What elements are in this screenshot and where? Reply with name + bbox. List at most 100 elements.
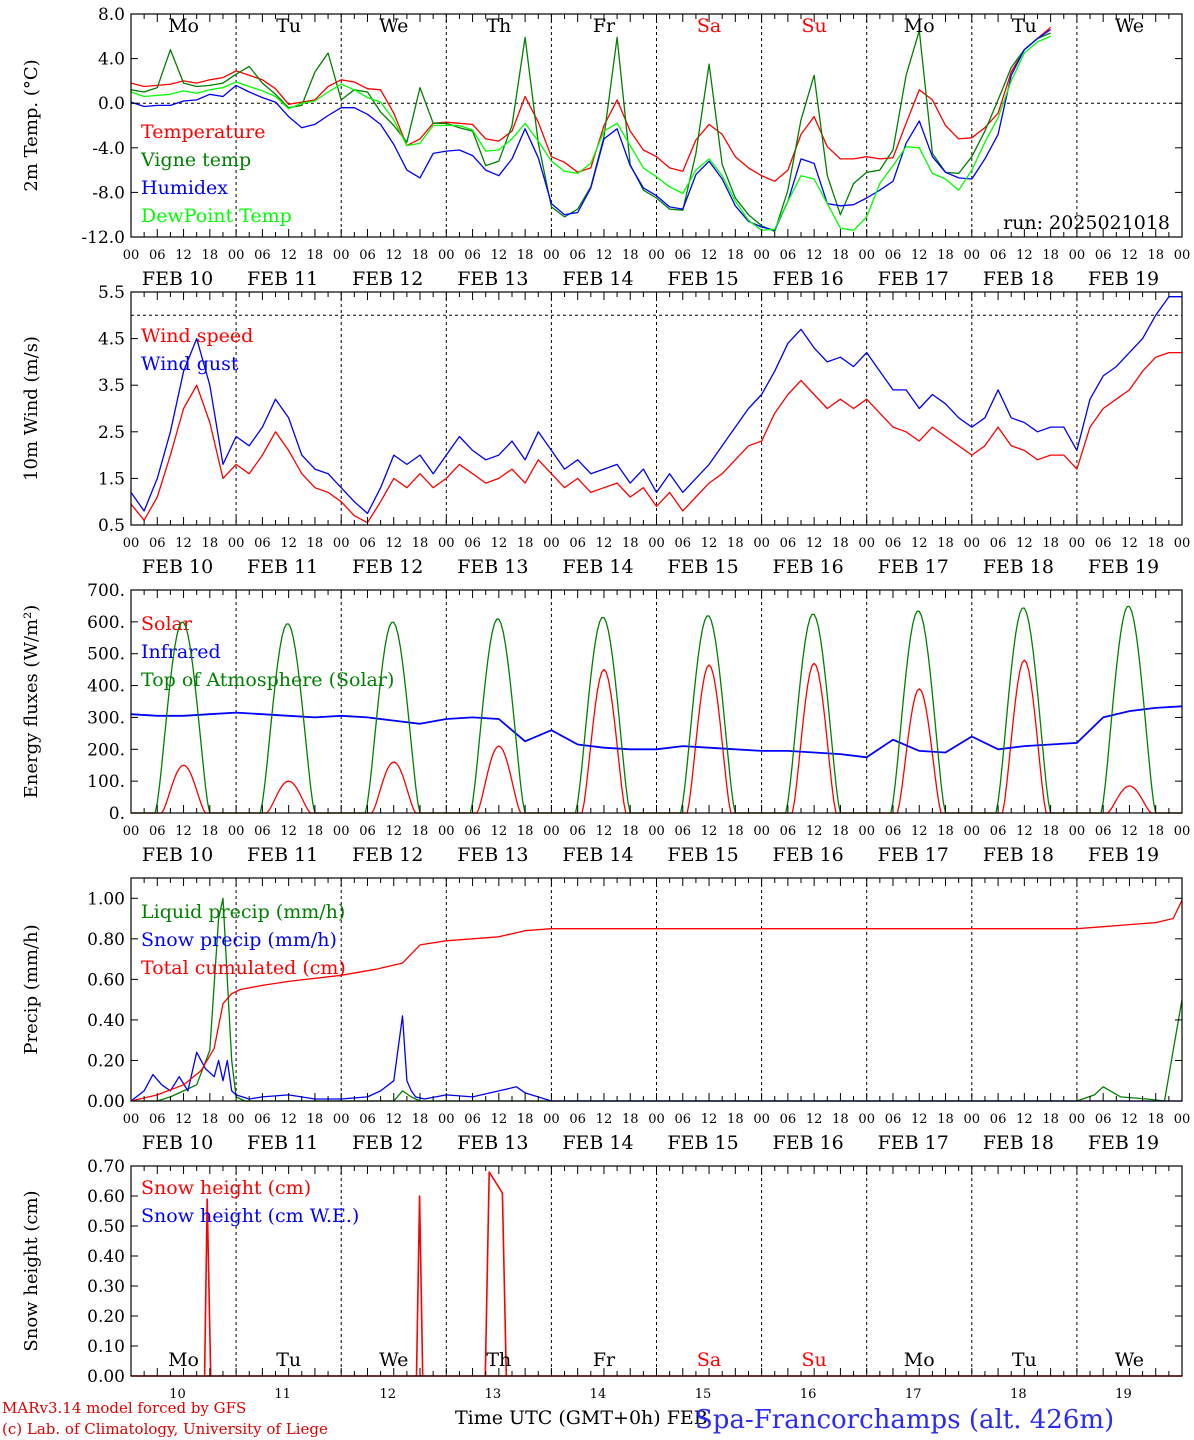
hour-tick-label: 00 xyxy=(858,248,875,263)
hour-tick-label: 12 xyxy=(806,1112,823,1127)
hour-tick-label: 06 xyxy=(569,824,586,839)
y-tick-label: -8.0 xyxy=(92,183,125,203)
date-label: FEB 16 xyxy=(773,268,844,290)
hour-tick-label: 00 xyxy=(1069,1112,1086,1127)
hour-tick-label: 18 xyxy=(412,536,429,551)
hour-tick-label: 18 xyxy=(412,1112,429,1127)
y-tick-label: 0.30 xyxy=(87,1277,125,1297)
date-label: FEB 14 xyxy=(562,844,633,866)
y-tick-label: 0.20 xyxy=(87,1051,125,1071)
y-tick-label: 600. xyxy=(87,613,125,633)
hour-tick-label: 12 xyxy=(596,248,613,263)
hour-tick-label: 18 xyxy=(832,824,849,839)
series-line-snow-height-cm- xyxy=(484,1171,508,1377)
hour-tick-label: 06 xyxy=(675,536,692,551)
date-label: FEB 17 xyxy=(878,556,949,578)
hour-tick-label: 18 xyxy=(622,248,639,263)
y-tick-label: 4.5 xyxy=(98,330,125,350)
hour-tick-label: 12 xyxy=(1016,248,1033,263)
weekday-label: Tu xyxy=(1012,1349,1037,1371)
hour-tick-label: 12 xyxy=(385,536,402,551)
date-label: FEB 15 xyxy=(667,556,738,578)
hour-tick-label: 18 xyxy=(307,1112,324,1127)
legend-entry: Top of Atmosphere (Solar) xyxy=(141,669,394,691)
panels: Temperature Vigne temp Humidex DewPoint Tem… xyxy=(21,5,1190,1402)
hour-tick-label: 18 xyxy=(1042,824,1059,839)
day-number-label: 10 xyxy=(169,1387,186,1402)
hour-tick-label: 00 xyxy=(123,1112,140,1127)
date-label: FEB 18 xyxy=(983,844,1054,866)
hour-tick-label: 00 xyxy=(1069,248,1086,263)
hour-tick-label: 18 xyxy=(1147,1112,1164,1127)
legend-entry: Liquid precip (mm/h) xyxy=(141,901,345,923)
hour-tick-label: 00 xyxy=(1174,248,1191,263)
hour-tick-label: 06 xyxy=(990,536,1007,551)
date-label: FEB 10 xyxy=(142,268,213,290)
date-label: FEB 18 xyxy=(983,1132,1054,1154)
date-label: FEB 16 xyxy=(773,1132,844,1154)
hour-tick-label: 18 xyxy=(727,824,744,839)
hour-tick-label: 00 xyxy=(123,824,140,839)
hour-tick-label: 12 xyxy=(491,1112,508,1127)
date-label: FEB 17 xyxy=(878,1132,949,1154)
hour-tick-label: 00 xyxy=(964,824,981,839)
hour-tick-label: 18 xyxy=(832,248,849,263)
footer: MARv3.14 model forced by GFS (c) Lab. of… xyxy=(2,1399,1114,1438)
date-label: FEB 15 xyxy=(667,844,738,866)
date-label: FEB 12 xyxy=(352,1132,423,1154)
date-label: FEB 11 xyxy=(247,556,318,578)
hour-tick-label: 12 xyxy=(701,1112,718,1127)
date-label: FEB 19 xyxy=(1088,556,1159,578)
hour-tick-label: 06 xyxy=(780,1112,797,1127)
date-label: FEB 11 xyxy=(247,844,318,866)
hour-tick-label: 00 xyxy=(964,248,981,263)
hour-tick-label: 00 xyxy=(858,824,875,839)
series-line-liquid-precip-mm-h- xyxy=(131,897,1183,1102)
hour-tick-label: 06 xyxy=(359,1112,376,1127)
hour-tick-label: 18 xyxy=(937,536,954,551)
run-annotation: run: 2025021018 xyxy=(1003,212,1170,234)
hour-tick-label: 00 xyxy=(123,536,140,551)
station-name: Spa-Francorchamps (alt. 426m) xyxy=(695,1405,1114,1435)
panel-wind: Wind speed Wind gust 5.5 4.5 3.5 2.5 1.5 0.5 10m… xyxy=(21,283,1190,578)
hour-tick-label: 18 xyxy=(727,536,744,551)
hour-tick-label: 06 xyxy=(1095,1112,1112,1127)
hour-tick-label: 00 xyxy=(228,248,245,263)
weekday-label: We xyxy=(1115,15,1144,37)
hour-tick-label: 12 xyxy=(596,824,613,839)
hour-tick-label: 06 xyxy=(885,1112,902,1127)
hour-tick-label: 12 xyxy=(911,824,928,839)
hour-tick-label: 06 xyxy=(990,824,1007,839)
hour-tick-label: 12 xyxy=(1121,536,1138,551)
weekday-label: Th xyxy=(486,1349,511,1371)
weekday-label: Sa xyxy=(697,1349,721,1371)
hour-tick-label: 00 xyxy=(228,824,245,839)
hour-tick-label: 12 xyxy=(175,536,192,551)
hour-tick-label: 06 xyxy=(1095,824,1112,839)
hour-tick-label: 12 xyxy=(701,824,718,839)
series-line-humidex xyxy=(130,29,1051,231)
hour-tick-label: 06 xyxy=(569,1112,586,1127)
series-line-snow-height-cm- xyxy=(415,1195,424,1377)
hour-tick-label: 12 xyxy=(911,248,928,263)
weekday-label: Tu xyxy=(276,1349,301,1371)
hour-tick-label: 18 xyxy=(1042,248,1059,263)
hour-tick-label: 00 xyxy=(1174,824,1191,839)
weekday-label: Sa xyxy=(697,15,721,37)
hour-tick-label: 12 xyxy=(175,824,192,839)
hour-tick-label: 18 xyxy=(727,248,744,263)
hour-tick-label: 00 xyxy=(753,1112,770,1127)
legend-entry: Snow height (cm) xyxy=(141,1177,311,1199)
hour-tick-label: 06 xyxy=(359,248,376,263)
hour-tick-label: 12 xyxy=(1121,824,1138,839)
day-number-label: 14 xyxy=(590,1387,607,1402)
hour-tick-label: 18 xyxy=(1042,536,1059,551)
y-tick-label: 0.80 xyxy=(87,930,125,950)
y-tick-label: 4.0 xyxy=(98,50,125,70)
series-line-wind-speed xyxy=(130,351,1182,524)
series-line-total-cumulated-cm- xyxy=(130,900,1183,1102)
weekday-label: Mo xyxy=(904,1349,935,1371)
hour-tick-label: 12 xyxy=(806,824,823,839)
panel-precip: Liquid precip (mm/h) Snow precip (mm/h) To… xyxy=(21,877,1190,1154)
